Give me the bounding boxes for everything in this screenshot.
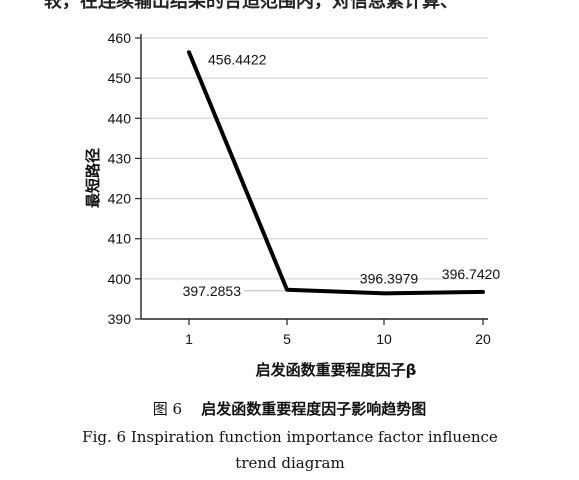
- top-partial-text: 较，在连续输出结果的合适范围内，对信息素计算、: [44, 0, 564, 9]
- line-chart: 390 400 410 420 430 440 450 460 1 5 10 20 456.4422…: [84, 30, 501, 379]
- y-tick-labels: 390 400 410 420 430 440 450 460: [108, 30, 132, 327]
- y-tick-label: 450: [108, 70, 132, 86]
- grid-lines: [141, 37, 488, 280]
- figure-caption-en: Fig. 6 Inspiration function importance f…: [82, 428, 498, 472]
- data-label: 456.4422: [208, 51, 267, 67]
- y-tick-label: 400: [108, 271, 132, 287]
- data-point: [285, 288, 289, 292]
- data-point: [187, 50, 191, 54]
- data-label: 397.2853: [183, 283, 242, 299]
- data-point: [382, 291, 386, 295]
- x-tick-labels: 1 5 10 20: [185, 331, 491, 347]
- figure-caption-cn: 图 6 启发函数重要程度因子影响趋势图: [0, 398, 579, 419]
- y-tick-label: 460: [108, 30, 132, 46]
- data-labels: 456.4422 397.2853 396.3979 396.7420: [183, 51, 501, 298]
- y-tick-label: 410: [108, 231, 132, 247]
- figure-number-cn: 图 6: [152, 400, 183, 418]
- y-tick-label: 440: [108, 110, 132, 126]
- y-axis-title: 最短路径: [84, 148, 102, 208]
- x-axis-title: 启发函数重要程度因子β: [256, 361, 417, 379]
- data-label: 396.7420: [442, 266, 501, 282]
- x-tick-label: 20: [475, 331, 491, 347]
- series: [187, 50, 485, 296]
- x-tick-label: 10: [376, 331, 392, 347]
- series-line: [187, 50, 485, 296]
- data-point: [481, 290, 485, 294]
- axes: [135, 34, 488, 325]
- data-label: 396.3979: [360, 270, 419, 286]
- x-tick-label: 1: [185, 331, 193, 347]
- x-tick-label: 5: [283, 331, 291, 347]
- y-tick-label: 390: [108, 311, 132, 327]
- figure-title-cn: 启发函数重要程度因子影响趋势图: [201, 400, 427, 418]
- y-tick-label: 420: [108, 191, 132, 207]
- y-tick-label: 430: [108, 150, 132, 166]
